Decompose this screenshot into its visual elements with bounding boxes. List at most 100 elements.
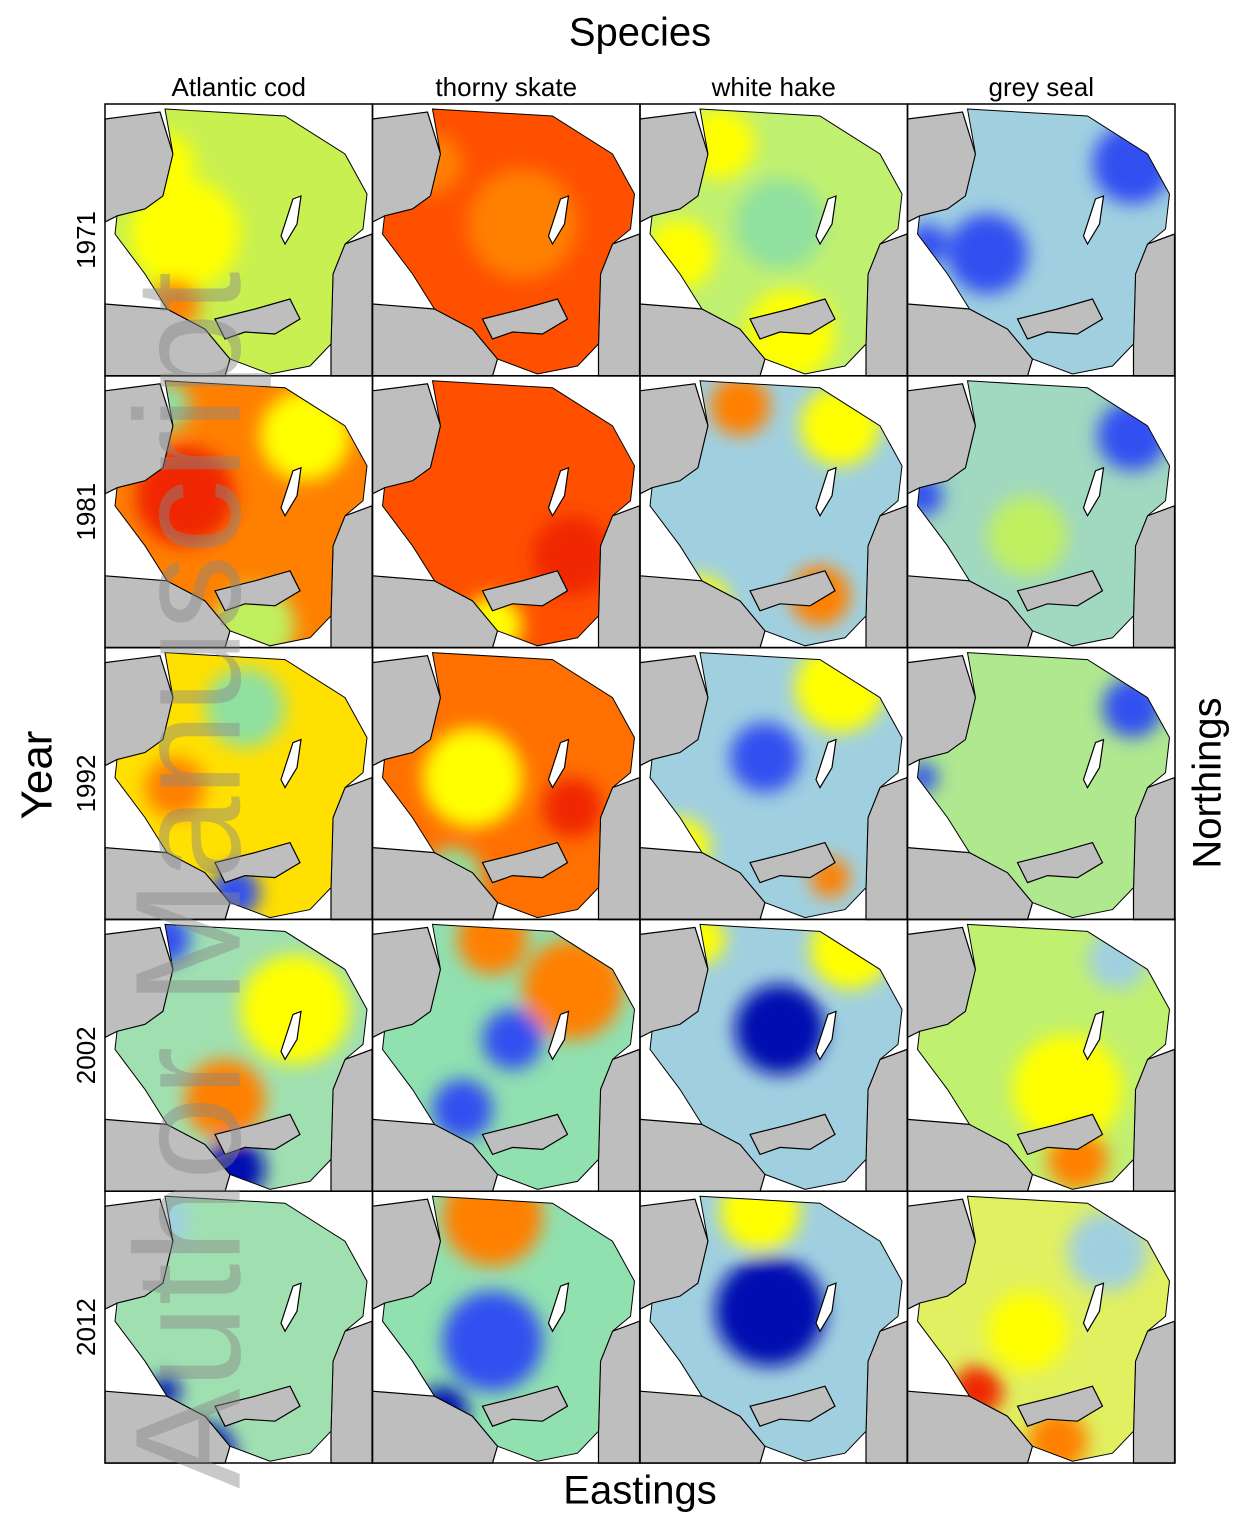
coastline <box>114 652 368 919</box>
coastline <box>916 108 1171 375</box>
density-blob <box>715 1256 825 1367</box>
map-panel <box>639 646 909 921</box>
island <box>280 466 302 518</box>
land <box>749 1385 836 1427</box>
land <box>214 1113 301 1156</box>
year-label: 2012 <box>71 1298 101 1356</box>
density-blobs <box>715 1196 825 1367</box>
watermark: Author Manuscript <box>104 271 272 1488</box>
density-blob <box>947 214 1028 294</box>
coastline <box>916 380 1171 647</box>
eastings-label: Eastings <box>563 1469 716 1513</box>
density-blob <box>432 1079 493 1140</box>
island <box>547 195 570 246</box>
density-blob <box>730 722 800 793</box>
coastline <box>114 1195 368 1462</box>
island <box>1082 1282 1105 1333</box>
land <box>214 1385 301 1427</box>
land <box>214 298 301 340</box>
island <box>1082 1010 1105 1061</box>
map-panel <box>104 375 374 649</box>
density-blobs <box>952 1211 1148 1462</box>
coastline <box>916 923 1171 1190</box>
species-label: thorny skate <box>435 72 577 102</box>
year-label: 1971 <box>71 211 101 269</box>
coastline <box>114 108 368 375</box>
density-blob <box>987 495 1068 576</box>
species-label: grey seal <box>989 72 1095 102</box>
density-blob <box>542 777 603 838</box>
coastline <box>649 1195 903 1462</box>
island <box>280 1282 302 1333</box>
panel-border <box>906 1190 1176 1464</box>
island <box>547 466 570 518</box>
coastline <box>114 380 368 647</box>
species-title: Species <box>569 11 711 55</box>
density-blob <box>810 924 890 990</box>
map-panel <box>371 1190 641 1464</box>
density-blob <box>135 445 235 546</box>
island <box>815 738 837 789</box>
map-panel <box>639 103 909 377</box>
land <box>749 298 836 340</box>
map-panel <box>639 375 909 649</box>
density-blob <box>1092 124 1170 204</box>
density-blob <box>650 219 715 289</box>
land <box>1016 1385 1104 1427</box>
map-panel <box>104 103 374 377</box>
density-blobs <box>145 667 285 918</box>
land <box>214 841 301 884</box>
year-label: 1992 <box>71 755 101 813</box>
island <box>1082 195 1105 246</box>
map-panel <box>639 918 909 1193</box>
density-blob <box>522 939 623 1040</box>
density-blob <box>710 380 770 436</box>
density-blob <box>482 1009 543 1070</box>
map-panel <box>371 646 641 921</box>
island <box>1082 466 1105 518</box>
island <box>280 738 302 789</box>
coastline <box>649 923 903 1190</box>
density-blob <box>735 179 825 269</box>
coastline <box>114 923 368 1190</box>
density-blob <box>130 179 240 289</box>
density-blob <box>1012 1034 1123 1145</box>
map-panel <box>906 918 1176 1193</box>
map-panel <box>906 1190 1176 1464</box>
density-blob <box>1087 929 1148 990</box>
density-blob <box>145 757 205 818</box>
density-blob <box>457 924 528 975</box>
map-panel <box>906 646 1176 921</box>
density-blobs <box>432 924 623 1140</box>
map-panel <box>104 1190 374 1464</box>
density-blob <box>442 1291 543 1392</box>
density-blob <box>185 1059 265 1140</box>
northings-label: Northings <box>1186 697 1230 868</box>
density-blob <box>1097 400 1168 471</box>
coastline <box>381 652 636 919</box>
land <box>481 1385 569 1427</box>
map-panel <box>371 103 641 377</box>
density-blob <box>720 1196 800 1252</box>
coastline <box>381 1195 636 1462</box>
panel-grid <box>104 103 1176 1464</box>
land <box>749 1113 836 1156</box>
land <box>1016 298 1104 340</box>
density-blob <box>1067 1211 1148 1292</box>
map-panel <box>639 1190 909 1464</box>
density-blob <box>205 667 285 748</box>
coastline <box>649 652 903 919</box>
island <box>547 1282 570 1333</box>
map-panel <box>906 375 1176 649</box>
island <box>547 738 570 789</box>
land <box>481 841 569 884</box>
land <box>214 570 301 612</box>
island <box>815 195 837 246</box>
map-panel <box>906 103 1176 377</box>
density-blob <box>442 1196 543 1267</box>
map-panel <box>104 918 374 1193</box>
island <box>280 195 302 246</box>
coastline <box>916 1195 1171 1462</box>
coastline <box>381 923 636 1190</box>
